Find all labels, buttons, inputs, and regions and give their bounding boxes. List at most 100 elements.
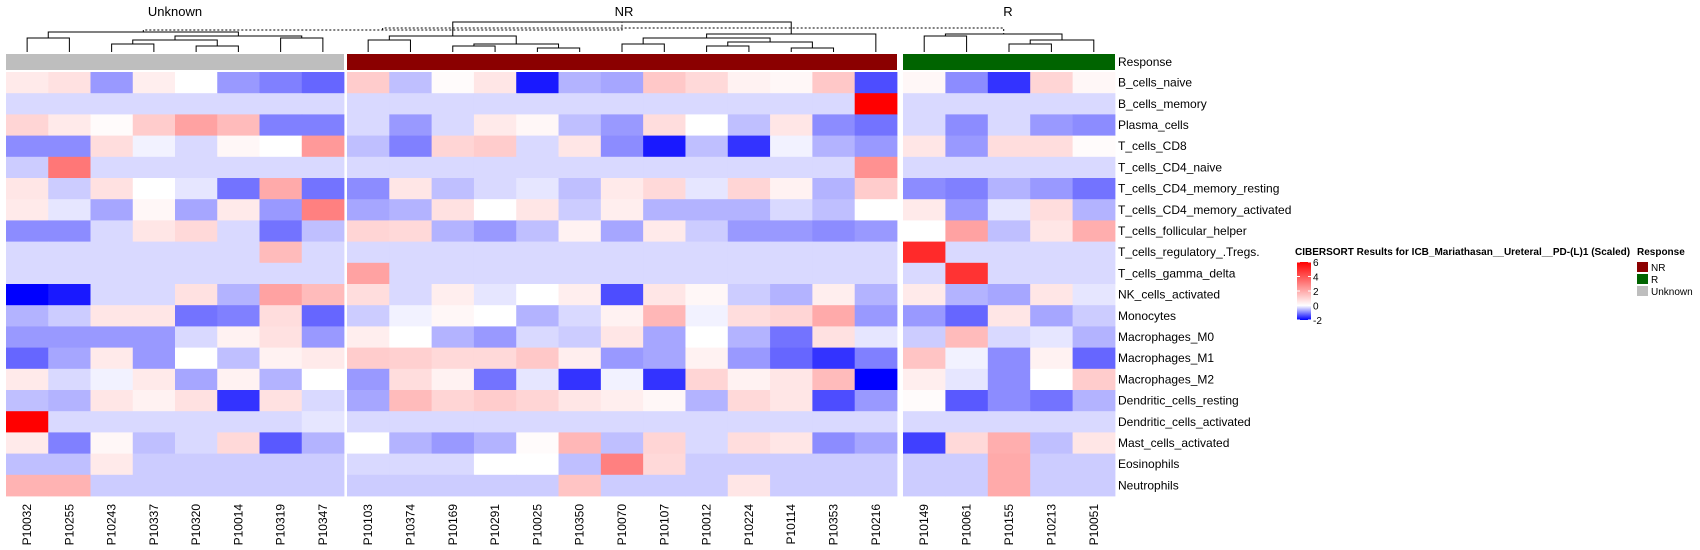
heatmap-cell bbox=[945, 220, 989, 242]
heatmap-cell bbox=[347, 347, 390, 370]
heatmap-cell bbox=[389, 93, 433, 115]
heatmap-cell bbox=[473, 156, 517, 179]
heatmap-cell bbox=[6, 326, 49, 348]
heatmap-cell bbox=[90, 241, 134, 264]
heatmap-cell bbox=[431, 432, 475, 454]
annotation-segment-unknown bbox=[6, 54, 344, 70]
heatmap-cell bbox=[6, 432, 49, 454]
heatmap-cell bbox=[558, 390, 602, 412]
heatmap-cell bbox=[6, 390, 49, 412]
heatmap-cell bbox=[90, 326, 134, 348]
heatmap-cell bbox=[431, 178, 475, 200]
heatmap-cell bbox=[987, 390, 1031, 412]
heatmap-cell bbox=[132, 135, 176, 158]
heatmap-cell bbox=[259, 199, 303, 221]
heatmap-cell bbox=[301, 390, 345, 412]
heatmap-cell bbox=[431, 72, 475, 94]
heatmap-cell bbox=[217, 453, 260, 476]
heatmap-cell bbox=[389, 347, 433, 370]
heatmap-cell bbox=[558, 241, 602, 264]
heatmap-cell bbox=[347, 262, 390, 285]
heatmap-cell bbox=[727, 241, 771, 264]
heatmap-cell bbox=[558, 305, 602, 327]
heatmap-cell bbox=[259, 474, 303, 497]
row-label: Dendritic_cells_resting bbox=[1118, 394, 1239, 408]
heatmap-cell bbox=[1072, 411, 1116, 433]
heatmap-cell bbox=[431, 305, 475, 327]
heatmap-cell bbox=[347, 284, 390, 306]
heatmap-cell bbox=[727, 72, 771, 94]
heatmap-cell bbox=[301, 93, 345, 115]
heatmap-cell bbox=[175, 156, 218, 179]
row-label: Neutrophils bbox=[1118, 478, 1179, 492]
heatmap-cell bbox=[600, 284, 644, 306]
heatmap-cell bbox=[685, 199, 729, 221]
heatmap-cell bbox=[1072, 390, 1116, 412]
row-label: B_cells_naive bbox=[1118, 76, 1192, 90]
annotation-row-label: Response bbox=[1118, 55, 1172, 69]
heatmap-cell bbox=[770, 135, 813, 158]
heatmap-cell bbox=[1030, 390, 1073, 412]
heatmap-cell bbox=[987, 284, 1031, 306]
heatmap-cell bbox=[90, 432, 134, 454]
heatmap-cell bbox=[812, 114, 856, 136]
heatmap-cell bbox=[6, 453, 49, 476]
heatmap-cell bbox=[48, 262, 91, 285]
column-label: P10319 bbox=[274, 504, 288, 546]
heatmap-cell bbox=[516, 156, 559, 179]
response-legend-swatch bbox=[1637, 262, 1648, 272]
column-labels: P10032 P10255 P10243 P10337 P10320 P10014 P103… bbox=[20, 504, 1101, 546]
dendrogram-branch bbox=[642, 37, 771, 44]
heatmap-cell bbox=[431, 156, 475, 179]
heatmap-cell bbox=[48, 199, 91, 221]
heatmap-cell bbox=[1030, 474, 1073, 497]
color-legend-bar bbox=[1297, 262, 1311, 320]
heatmap-cell bbox=[727, 453, 771, 476]
heatmap-cell bbox=[6, 305, 49, 327]
heatmap-cell bbox=[132, 93, 176, 115]
heatmap-cell bbox=[48, 178, 91, 200]
dendrogram-branch bbox=[452, 45, 496, 52]
heatmap-cell bbox=[558, 453, 602, 476]
heatmap-cell bbox=[175, 432, 218, 454]
heatmap-cell bbox=[685, 305, 729, 327]
heatmap-cell bbox=[217, 474, 260, 497]
annotation-segment-r bbox=[903, 54, 1115, 70]
row-label: T_cells_gamma_delta bbox=[1118, 266, 1236, 280]
heatmap-cell bbox=[854, 453, 898, 476]
heatmap-cell bbox=[259, 135, 303, 158]
heatmap-cell bbox=[812, 93, 856, 115]
heatmap-cell bbox=[770, 241, 813, 264]
heatmap-cell bbox=[987, 114, 1031, 136]
heatmap-cell bbox=[1072, 305, 1116, 327]
column-label: P10291 bbox=[488, 504, 502, 546]
heatmap-cell bbox=[1030, 432, 1073, 454]
heatmap-cell bbox=[727, 474, 771, 497]
heatmap-cell bbox=[770, 390, 813, 412]
heatmap-cell bbox=[945, 453, 989, 476]
heatmap-cell bbox=[175, 305, 218, 327]
heatmap-cell bbox=[389, 453, 433, 476]
heatmap-cell bbox=[48, 474, 91, 497]
heatmap-cell bbox=[1072, 432, 1116, 454]
heatmap-cell bbox=[217, 156, 260, 179]
heatmap-cell bbox=[685, 156, 729, 179]
heatmap-cell bbox=[770, 93, 813, 115]
heatmap-cell bbox=[6, 284, 49, 306]
row-labels: B_cells_naive B_cells_memory Plasma_cells T… bbox=[1118, 76, 1291, 493]
row-label: Dendritic_cells_activated bbox=[1118, 415, 1251, 429]
heatmap-cell bbox=[1030, 326, 1073, 348]
heatmap-cell bbox=[6, 114, 49, 136]
heatmap-cell bbox=[473, 284, 517, 306]
heatmap-cell bbox=[175, 135, 218, 158]
heatmap-cell bbox=[945, 284, 989, 306]
heatmap-cell bbox=[132, 347, 176, 370]
heatmap-cell bbox=[812, 326, 856, 348]
heatmap-cell bbox=[945, 114, 989, 136]
heatmap-cell bbox=[854, 390, 898, 412]
heatmap-cell bbox=[945, 241, 989, 264]
heatmap-cell bbox=[347, 411, 390, 433]
heatmap-cell bbox=[473, 326, 517, 348]
heatmap-cell bbox=[473, 135, 517, 158]
row-label: Eosinophils bbox=[1118, 457, 1179, 471]
